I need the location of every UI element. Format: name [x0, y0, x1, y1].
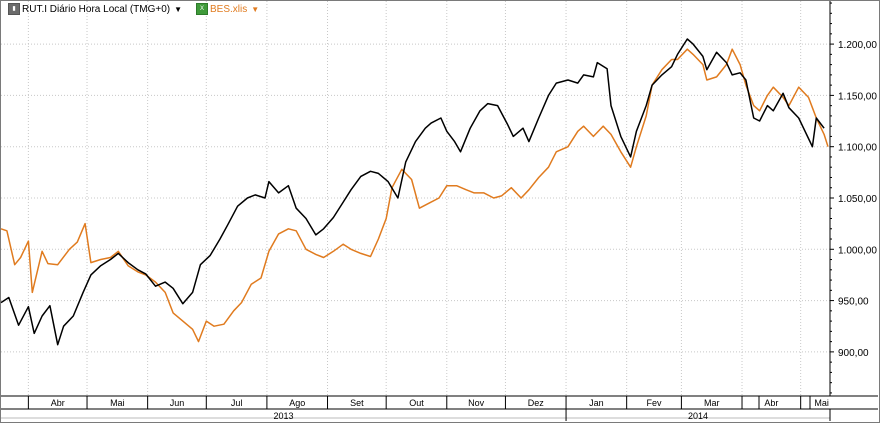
x-year-label: 2013 [274, 411, 294, 421]
x-month-label: Fev [647, 398, 663, 408]
x-month-label: Mai [110, 398, 125, 408]
x-year-label: 2014 [688, 411, 708, 421]
series-line-rut [0, 38, 825, 346]
x-month-label: Jan [589, 398, 604, 408]
x-month-label: Dez [528, 398, 545, 408]
chart-series-icon: ▮ [8, 3, 20, 15]
legend-item-bes[interactable]: X BES.xlis ▼ [196, 3, 259, 15]
y-tick-label: 1.200,00 [838, 40, 877, 51]
x-month-label: Out [409, 398, 424, 408]
excel-series-icon: X [196, 3, 209, 15]
y-tick-label: 900,00 [838, 348, 869, 359]
y-tick-label: 1.150,00 [838, 91, 877, 102]
y-tick-label: 1.100,00 [838, 143, 877, 154]
x-month-label: Set [350, 398, 364, 408]
y-tick-label: 1.000,00 [838, 245, 877, 256]
x-month-label: Jun [170, 398, 185, 408]
legend-label-rut: RUT.I Diário Hora Local (TMG+0) [22, 3, 171, 15]
legend-item-rut[interactable]: ▮ RUT.I Diário Hora Local (TMG+0) ▼ [8, 3, 182, 15]
x-month-label: Abr [51, 398, 65, 408]
chart-legend: ▮ RUT.I Diário Hora Local (TMG+0) ▼ X BE… [8, 2, 273, 16]
x-month-label: Ago [289, 398, 305, 408]
dropdown-arrow-icon[interactable]: ▼ [251, 4, 260, 14]
x-month-label: Nov [468, 398, 485, 408]
y-tick-label: 950,00 [838, 297, 869, 308]
x-month-label: Mai [814, 398, 829, 408]
legend-label-bes: BES.xlis [210, 3, 248, 15]
x-month-label: Jul [231, 398, 243, 408]
dropdown-arrow-icon[interactable]: ▼ [174, 4, 183, 14]
y-tick-label: 1.050,00 [838, 194, 877, 205]
x-month-label: Abr [764, 398, 778, 408]
x-month-label: Mar [704, 398, 720, 408]
series-line-bes [0, 48, 829, 343]
